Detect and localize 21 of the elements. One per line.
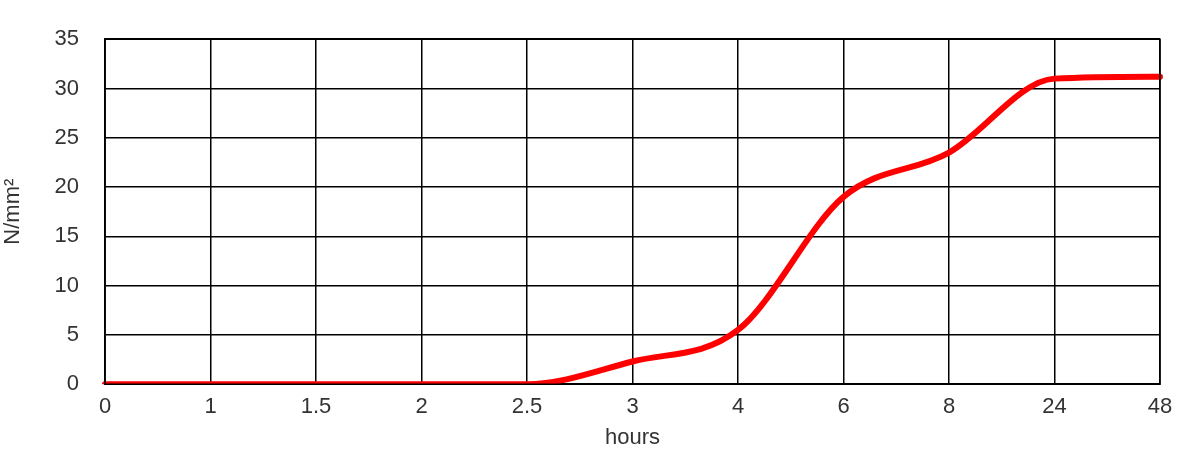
x-tick-label: 2	[415, 393, 428, 419]
x-tick-label: 8	[942, 393, 956, 419]
y-axis-title: N/mm²	[0, 178, 25, 245]
y-tick-label: 20	[54, 173, 79, 199]
x-tick-label: 1.5	[300, 393, 332, 419]
x-tick-label: 3	[626, 393, 639, 419]
x-tick-label: 4	[731, 393, 745, 419]
x-tick-label: 24	[1042, 393, 1067, 419]
x-tick-label: 0	[98, 393, 112, 419]
y-tick-label: 10	[54, 271, 79, 297]
x-tick-label: 48	[1147, 393, 1173, 419]
x-tick-label: 2.5	[511, 393, 543, 419]
x-axis-title: hours	[604, 423, 661, 449]
x-tick-label: 1	[204, 393, 217, 419]
x-tick-label: 6	[837, 393, 850, 419]
y-tick-label: 25	[54, 123, 79, 149]
y-tick-label: 30	[54, 74, 79, 100]
y-tick-label: 15	[54, 222, 79, 248]
y-tick-label: 0	[66, 370, 79, 396]
y-tick-label: 35	[54, 25, 79, 51]
y-tick-label: 5	[66, 320, 79, 346]
